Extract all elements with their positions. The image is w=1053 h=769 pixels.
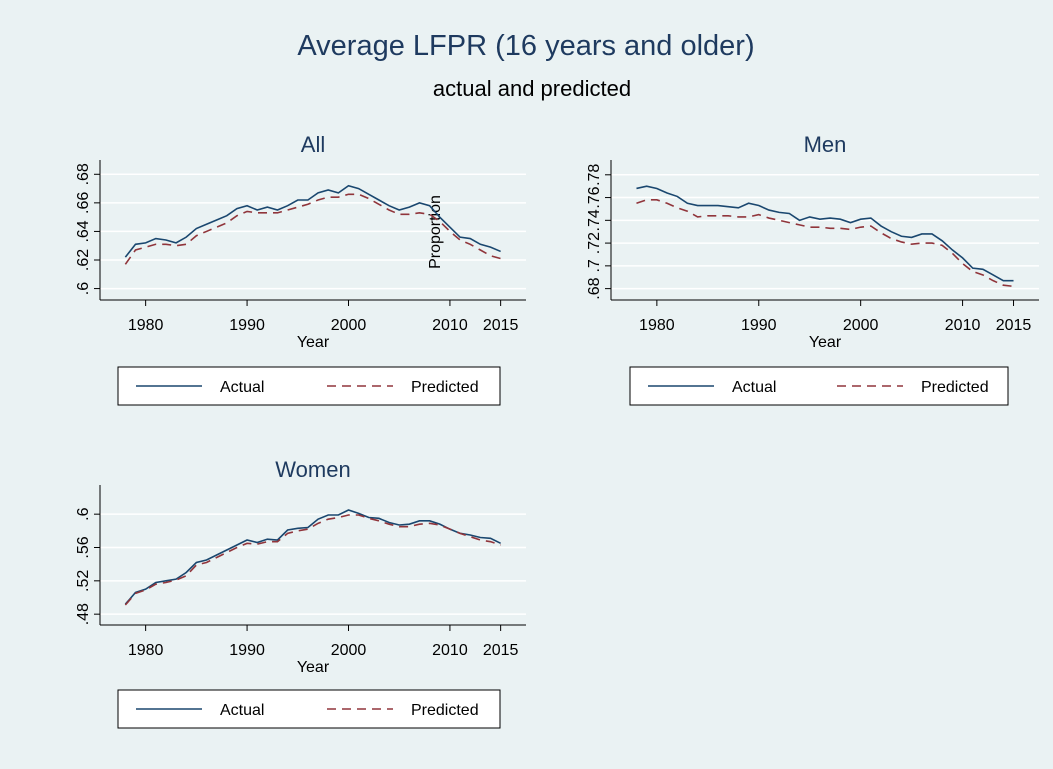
legend-label: Predicted xyxy=(411,702,479,719)
x-tick-label: 2000 xyxy=(331,642,367,659)
y-tick-label: .7 xyxy=(586,259,603,272)
series-line xyxy=(124,514,501,606)
y-tick-label: .78 xyxy=(586,164,603,186)
series-line xyxy=(124,193,501,265)
panel-title: Women xyxy=(275,457,350,482)
x-tick-label: 1980 xyxy=(128,317,164,334)
y-tick-label: .66 xyxy=(75,192,92,214)
legend-label: Actual xyxy=(732,379,776,396)
y-tick-label: .62 xyxy=(75,249,92,271)
y-tick-label: .74 xyxy=(586,209,603,231)
y-tick-label: .56 xyxy=(75,536,92,558)
panel-title: Men xyxy=(804,132,847,157)
figure-title: Average LFPR (16 years and older) xyxy=(297,30,754,62)
x-tick-label: 2010 xyxy=(432,642,468,659)
y-tick-label: .6 xyxy=(75,507,92,520)
series-line xyxy=(636,185,1014,282)
x-tick-label: 2015 xyxy=(996,317,1032,334)
figure-subtitle: actual and predicted xyxy=(433,76,631,101)
y-tick-label: .72 xyxy=(586,232,603,254)
x-tick-label: 2000 xyxy=(843,317,879,334)
y-tick-label: .64 xyxy=(75,220,92,242)
x-tick-label: 1990 xyxy=(741,317,777,334)
y-tick-label: .48 xyxy=(75,603,92,625)
x-tick-label: 1990 xyxy=(229,642,265,659)
x-tick-label: 2010 xyxy=(945,317,981,334)
y-tick-label: .6 xyxy=(75,282,92,295)
series-line xyxy=(124,184,501,258)
y-tick-label: .68 xyxy=(586,277,603,299)
x-tick-label: 1980 xyxy=(639,317,675,334)
x-axis-title: Year xyxy=(297,659,330,676)
x-tick-label: 2015 xyxy=(483,317,519,334)
legend-box xyxy=(117,366,501,406)
x-axis-title: Year xyxy=(809,334,842,351)
x-axis-title: Year xyxy=(297,334,330,351)
legend-label: Predicted xyxy=(411,379,479,396)
y-axis-title: Proportion xyxy=(427,195,444,269)
y-tick-label: .76 xyxy=(586,186,603,208)
legend-label: Actual xyxy=(220,702,264,719)
y-tick-label: .68 xyxy=(75,163,92,185)
series-line xyxy=(124,509,501,605)
x-tick-label: 1990 xyxy=(229,317,265,334)
series-line xyxy=(636,199,1014,288)
x-tick-label: 2010 xyxy=(432,317,468,334)
x-tick-label: 2015 xyxy=(483,642,519,659)
panel-title: All xyxy=(301,132,325,157)
legend-label: Predicted xyxy=(921,379,989,396)
legend-label: Actual xyxy=(220,379,264,396)
x-tick-label: 1980 xyxy=(128,642,164,659)
y-tick-label: .52 xyxy=(75,570,92,592)
x-tick-label: 2000 xyxy=(331,317,367,334)
